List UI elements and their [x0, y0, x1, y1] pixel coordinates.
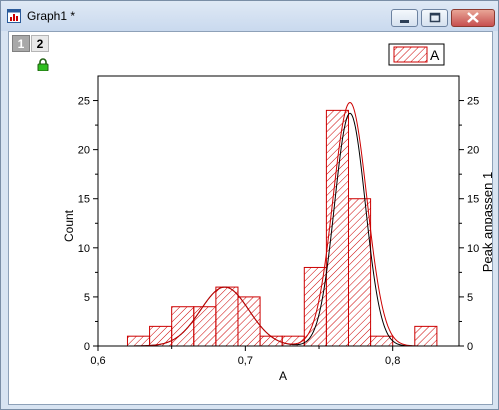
histogram-bar-13[interactable]: [414, 325, 438, 346]
x-tick-label: 0,7: [238, 355, 253, 367]
lock-icon[interactable]: [37, 58, 49, 71]
histogram-bar-3[interactable]: [193, 306, 217, 346]
histogram-bar-4[interactable]: [215, 286, 239, 346]
y-tick-label-left: 5: [84, 292, 90, 304]
title-bar[interactable]: Graph1 *: [1, 1, 498, 31]
y-tick-label-left: 25: [78, 96, 90, 108]
close-icon: [467, 12, 479, 23]
minimize-icon: [400, 20, 409, 23]
graph-page[interactable]: 1 2 0 0 5 5 10 10 15 15 20 20 25 25 0,6 0,7 0,8 A Coun: [8, 31, 493, 405]
y-tick-label-left: 0: [84, 341, 90, 353]
histogram-bar-10[interactable]: [347, 198, 372, 346]
y-tick-label-right: 10: [467, 243, 479, 255]
y-tick-label-right: 15: [467, 194, 479, 206]
x-tick-label: 0,8: [385, 355, 400, 367]
histogram-chart[interactable]: 0 0 5 5 10 10 15 15 20 20 25 25 0,6 0,7 0,8 A Count Pe…: [9, 32, 492, 404]
y-tick-label-right: 20: [467, 145, 479, 157]
maximize-icon: [429, 12, 441, 23]
legend-entry-a: A: [430, 47, 440, 63]
histogram-bar-0[interactable]: [126, 335, 151, 346]
window-title: Graph1 *: [27, 9, 76, 23]
legend[interactable]: A: [388, 43, 445, 66]
x-tick-label: 0,6: [90, 355, 105, 367]
layer-tab-2[interactable]: 2: [31, 35, 49, 52]
y-tick-label-right: 0: [467, 341, 473, 353]
layer-tab-1[interactable]: 1: [12, 35, 30, 52]
y-axis-label: Count: [62, 209, 76, 242]
minimize-button[interactable]: [391, 9, 418, 27]
y-axis-label-right: Peak anpassen 1: [480, 172, 492, 272]
histogram-bar-1[interactable]: [149, 325, 173, 346]
y-tick-label-right: 25: [467, 96, 479, 108]
legend-swatch: [393, 46, 428, 63]
x-axis-label: A: [279, 369, 287, 383]
y-tick-label-left: 10: [78, 243, 90, 255]
y-tick-label-right: 5: [467, 292, 473, 304]
fit-curve-red[interactable]: [134, 101, 437, 346]
close-button[interactable]: [451, 9, 495, 27]
maximize-button[interactable]: [421, 9, 448, 27]
y-tick-label-left: 15: [78, 194, 90, 206]
histogram-bar-2[interactable]: [171, 306, 195, 346]
plot-frame: [97, 75, 460, 347]
graph-window-icon[interactable]: [7, 9, 21, 23]
y-tick-label-left: 20: [78, 145, 90, 157]
